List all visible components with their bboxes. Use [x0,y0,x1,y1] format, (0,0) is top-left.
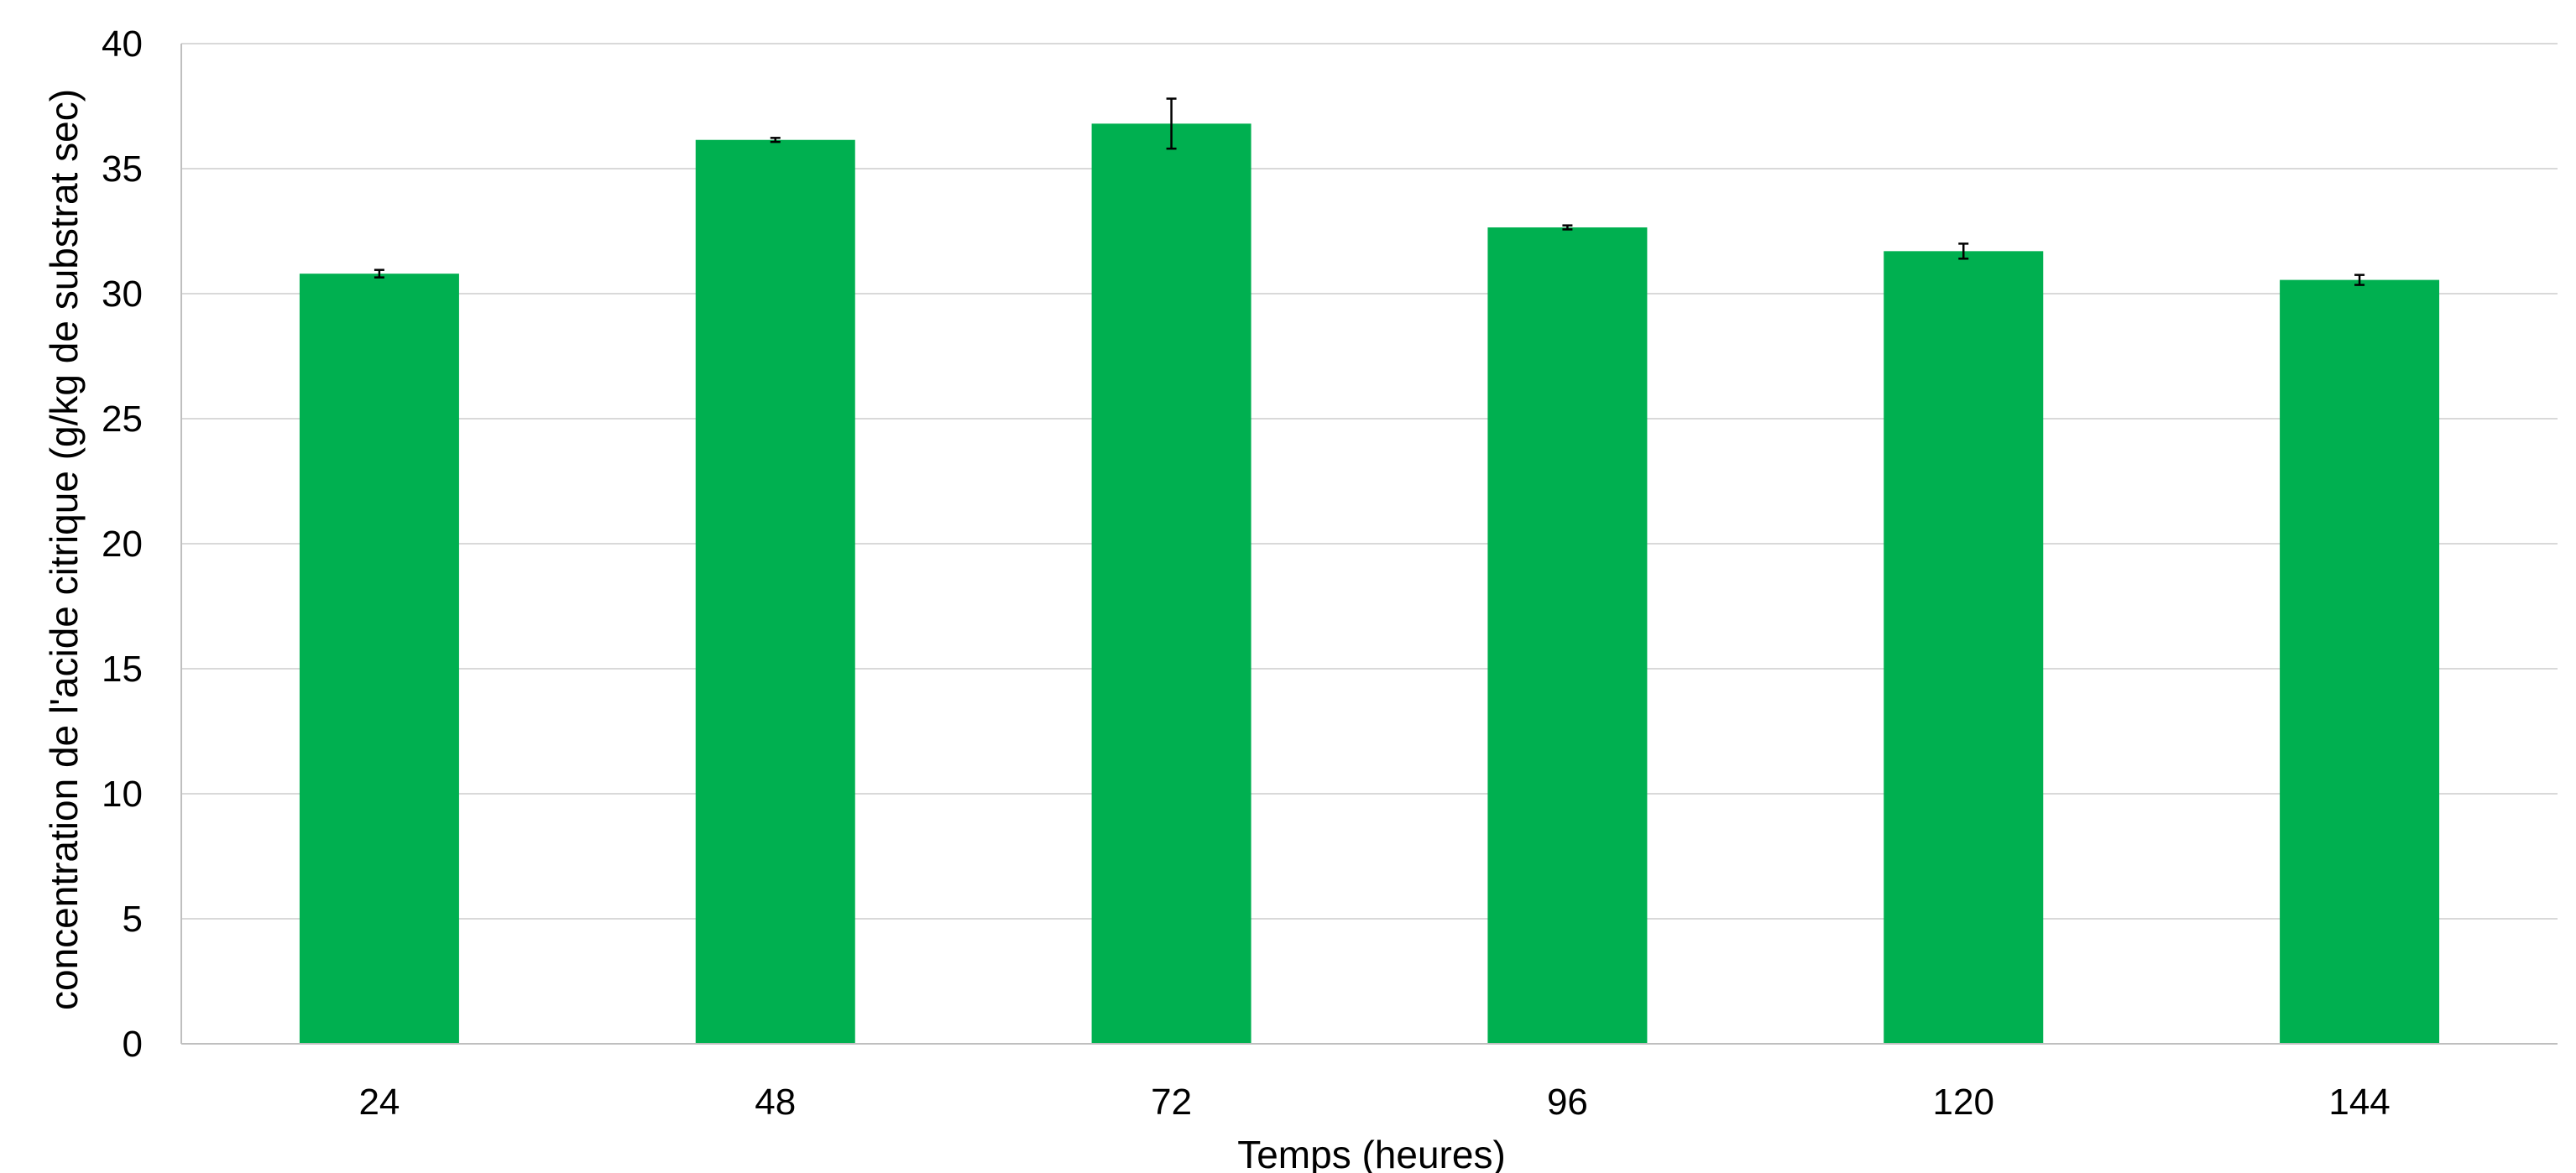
y-tick-label: 30 [102,274,143,315]
y-tick-label: 0 [123,1024,143,1065]
y-tick-labels: 0 5 10 15 20 25 30 35 40 [102,23,143,1065]
y-tick-label: 15 [102,649,143,690]
y-axis-title: concentration de l'acide citrique (g/kg … [42,89,86,1010]
x-tick-label: 96 [1547,1082,1588,1123]
x-tick-label: 24 [358,1082,400,1123]
y-tick-label: 25 [102,399,143,440]
axes [180,44,2558,1045]
y-tick-label: 40 [102,23,143,65]
bar [695,139,855,1045]
y-tick-label: 35 [102,149,143,190]
x-tick-label: 120 [1933,1082,1994,1123]
error-bars [374,97,2365,286]
y-tick-label: 10 [102,774,143,815]
x-tick-label: 144 [2328,1082,2390,1123]
bar [1884,251,2044,1045]
y-tick-label: 5 [123,899,143,940]
bar [1487,227,1648,1044]
y-tick-label: 20 [102,524,143,565]
x-tick-label: 72 [1151,1082,1192,1123]
x-tick-label: 48 [755,1082,796,1123]
x-axis-title: Temps (heures) [1237,1133,1506,1173]
bar [299,274,459,1044]
bar [2280,279,2440,1044]
x-tick-labels: 24 48 72 96 120 144 [358,1082,2390,1123]
bar [1091,123,1251,1045]
gridlines [181,43,2558,920]
bars [299,123,2440,1045]
